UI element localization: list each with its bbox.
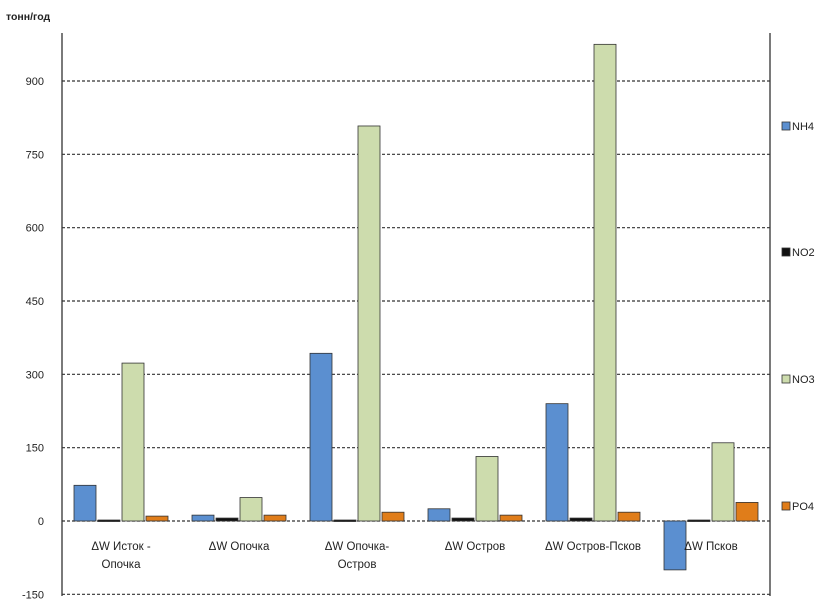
bar-no3: [357, 125, 381, 522]
legend-swatch-no2: [781, 247, 791, 257]
category-label: ΔW Опочка: [209, 541, 270, 553]
bar-no3: [475, 456, 499, 522]
bar-po4: [381, 511, 405, 522]
bar-no3: [711, 442, 735, 522]
legend-swatch-po4: [781, 501, 791, 511]
legend-swatch-nh4: [781, 121, 791, 131]
legend-label-no3: NO3: [792, 374, 815, 386]
bar-po4: [735, 502, 759, 522]
category-labels: ΔW Исток - Опочка ΔW Опочка ΔW Опочка- Остро…: [91, 541, 737, 571]
bar-nh4: [309, 352, 333, 522]
legend-label-nh4: NH4: [792, 121, 814, 133]
legend-label-no2: NO2: [792, 247, 815, 259]
bar-no2: [97, 519, 121, 522]
bar-nh4: [663, 520, 687, 571]
bar-nh4: [545, 403, 569, 522]
bar-po4: [499, 514, 523, 522]
category-label: ΔW Псков: [684, 541, 737, 553]
category-label: ΔW Остров-Псков: [545, 541, 641, 553]
gridlines: [61, 33, 771, 596]
bar-no2: [569, 517, 593, 522]
y-tick-label: 150: [26, 443, 44, 455]
y-tick-label: 600: [26, 223, 44, 235]
bar-nh4: [73, 484, 97, 522]
legend: NH4 NO2 NO3 PO4: [781, 121, 815, 513]
y-tick-labels: -150 0 150 300 450 600 750 900: [22, 76, 44, 601]
category-label: ΔW Опочка-: [325, 541, 390, 553]
bar-po4: [617, 511, 641, 522]
category-label: Остров: [338, 559, 377, 571]
y-tick-label: 750: [26, 149, 44, 161]
bars: [73, 43, 759, 571]
bar-no2: [687, 519, 711, 522]
y-tick-label: 900: [26, 76, 44, 88]
bar-nh4: [191, 514, 215, 522]
y-tick-label: -150: [22, 589, 44, 601]
category-label: ΔW Исток -: [91, 541, 151, 553]
y-tick-label: 450: [26, 296, 44, 308]
legend-label-po4: PO4: [792, 501, 814, 513]
y-axis-label: тонн/год: [6, 11, 51, 23]
y-tick-label: 300: [26, 369, 44, 381]
bar-no3: [121, 362, 145, 522]
bar-no2: [451, 517, 475, 522]
bar-no2: [333, 519, 357, 522]
legend-swatch-no3: [781, 374, 791, 384]
bar-no3: [593, 43, 617, 522]
category-label: Опочка: [102, 559, 142, 571]
bar-po4: [263, 514, 287, 522]
y-tick-label: 0: [38, 516, 44, 528]
bar-nh4: [427, 508, 451, 522]
category-label: ΔW Остров: [445, 541, 506, 553]
bar-po4: [145, 515, 169, 522]
bar-no2: [215, 517, 239, 522]
bar-no3: [239, 497, 263, 522]
